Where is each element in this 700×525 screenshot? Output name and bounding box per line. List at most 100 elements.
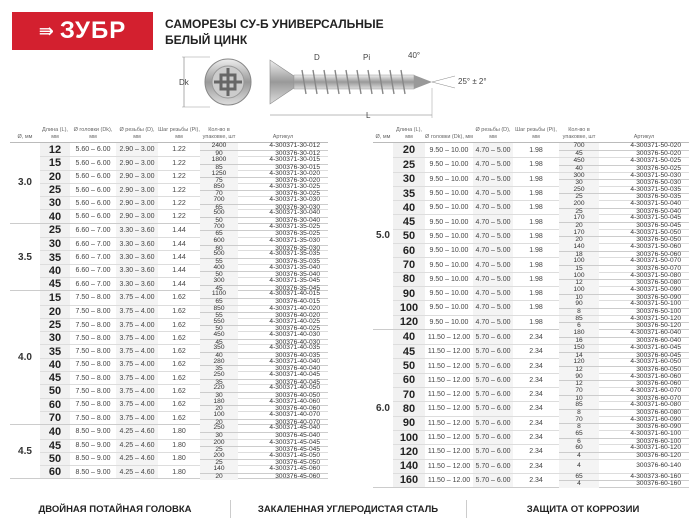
pack-line: 200 4-300371-45-045 <box>200 439 328 448</box>
thread-diameter-cell: 3.75 – 4.00 <box>116 318 158 332</box>
pack-quantity: 20 <box>200 419 238 427</box>
pack-line: 16 300376-60-040 <box>559 336 689 345</box>
table-row: 45 8.50 – 9.00 4.25 – 4.60 1.80 200 4-300… <box>40 438 328 454</box>
pitch-cell: 2.34 <box>529 376 543 384</box>
pack-quantity: 10 <box>559 395 599 403</box>
length-cell: 20 <box>40 170 70 183</box>
logo-text: ЗУБР <box>59 17 127 44</box>
table-row: 30 6.60 – 7.00 3.30 – 3.60 1.44 600 4-300… <box>40 237 328 253</box>
article-number: 4-300371-50-070 <box>630 257 681 265</box>
pack-line: 150 4-300371-60-045 <box>559 345 689 353</box>
table-row: 35 6.60 – 7.00 3.30 – 3.60 1.44 500 4-300… <box>40 250 328 266</box>
pitch-cell: 2.34 <box>529 419 543 427</box>
head-diameter-cell: 11.50 – 12.00 <box>427 434 471 442</box>
head-diameter-cell: 6.60 – 7.00 <box>75 240 111 248</box>
table-row: 60 8.50 – 9.00 4.25 – 4.60 1.80 140 4-300… <box>40 465 328 481</box>
head-diameter-cell: 11.50 – 12.00 <box>427 376 471 384</box>
article-number: 300376-30-025 <box>275 190 320 198</box>
head-diameter-cell: 6.60 – 7.00 <box>75 280 111 288</box>
pack-line: 250 4-300371-50-035 <box>559 186 689 195</box>
pack-line: 170 4-300371-50-045 <box>559 215 689 224</box>
table-row: 90 11.50 – 12.00 5.70 – 6.00 2.34 70 4-30… <box>393 415 689 431</box>
pack-quantity: 25 <box>559 194 599 202</box>
pack-line: 140 4-300371-45-060 <box>200 466 328 474</box>
pack-quantity: 85 <box>200 164 238 172</box>
pack-line: 200 4-300371-45-050 <box>200 452 328 461</box>
pack-line: 140 4-300371-50-060 <box>559 243 689 252</box>
length-cell: 90 <box>393 286 425 301</box>
length-cell: 30 <box>393 172 425 186</box>
table-row: 100 9.50 – 10.00 4.70 – 5.00 1.98 90 4-30… <box>393 300 689 316</box>
pack-quantity: 70 <box>559 387 599 395</box>
spec-table-right: Ø, мм Длина (L), мм Ø головки (Dk), мм Ø ре… <box>373 124 689 489</box>
thread-diameter-cell: 4.70 – 5.00 <box>473 315 513 329</box>
article-number: 4-300371-50-025 <box>630 157 681 165</box>
diameter-group: 3.0 12 5.60 – 6.00 2.90 – 3.00 1.22 2400… <box>10 142 328 225</box>
article-number: 4-300371-30-025 <box>269 182 320 190</box>
pack-quantity: 25 <box>200 447 238 454</box>
table-row: 20 9.50 – 10.00 4.70 – 5.00 1.98 700 4-30… <box>393 142 689 158</box>
length-cell: 35 <box>40 345 70 358</box>
thread-diameter-cell: 4.25 – 4.60 <box>116 466 158 479</box>
head-diameter-cell: 6.60 – 7.00 <box>75 254 111 262</box>
pack-quantity: 250 <box>200 425 238 432</box>
pitch-cell: 1.62 <box>172 401 186 409</box>
article-number: 4-300371-35-035 <box>269 250 320 258</box>
pitch-cell: 1.62 <box>172 387 186 395</box>
pack-quantity: 12 <box>559 280 599 287</box>
head-diameter-cell: 11.50 – 12.00 <box>427 362 471 370</box>
pack-quantity: 40 <box>559 165 599 173</box>
pitch-cell: 2.34 <box>529 434 543 442</box>
length-label: L <box>366 111 371 120</box>
thread-diameter-cell: 5.70 – 6.00 <box>473 416 513 430</box>
article-number: 4-300371-50-080 <box>630 271 681 279</box>
table-row: 35 7.50 – 8.00 3.75 – 4.00 1.62 350 4-300… <box>40 344 328 360</box>
pack-quantity: 100 <box>559 272 599 280</box>
pack-quantity: 85 <box>559 315 599 323</box>
pitch-cell: 1.62 <box>172 374 186 382</box>
head-diameter-cell: 9.50 – 10.00 <box>429 175 469 183</box>
header-qty: Кол-во в упаковке, шт <box>202 127 236 140</box>
screw-diagram: Dk L D Pi 40° 25° ± 2° <box>179 51 487 120</box>
table-row: 25 9.50 – 10.00 4.70 – 5.00 1.98 450 4-30… <box>393 157 689 173</box>
length-cell: 15 <box>40 157 70 170</box>
article-number: 4-300371-30-020 <box>269 169 320 177</box>
header-pi: Шаг резьбы (Pi), мм <box>158 127 200 140</box>
article-number: 4-300371-60-080 <box>630 401 681 409</box>
thread-diameter-label: D <box>314 53 320 62</box>
thread-diameter-cell: 5.70 – 6.00 <box>473 402 513 416</box>
head-diameter-cell: 9.50 – 10.00 <box>429 190 469 198</box>
length-cell: 60 <box>40 398 70 411</box>
thread-diameter-cell: 3.30 – 3.60 <box>116 277 158 291</box>
spec-table-left: Ø, мм Длина (L), мм Ø головки (Dk), мм Ø ре… <box>10 124 328 481</box>
pack-quantity: 8 <box>559 424 599 431</box>
table-row: 70 11.50 – 12.00 5.70 – 6.00 2.34 70 4-30… <box>393 387 689 403</box>
table-row: 50 11.50 – 12.00 5.70 – 6.00 2.34 120 4-3… <box>393 358 689 374</box>
pack-quantity: 170 <box>559 229 599 237</box>
pitch-cell: 1.80 <box>172 468 186 476</box>
thread-diameter-cell: 2.90 – 3.00 <box>116 183 158 197</box>
length-cell: 100 <box>393 301 425 315</box>
pack-quantity: 150 <box>559 345 599 352</box>
head-diameter-cell: 11.50 – 12.00 <box>427 333 471 341</box>
pack-line: 35 300376-40-040 <box>200 366 328 373</box>
header-len: Длина (L), мм <box>42 127 68 140</box>
pack-line: 20 300376-50-050 <box>559 237 689 244</box>
pack-quantity: 85 <box>559 402 599 409</box>
pack-quantity: 300 <box>200 277 238 285</box>
head-diameter-cell: 9.50 – 10.00 <box>429 232 469 240</box>
pack-quantity: 70 <box>559 416 599 424</box>
pitch-cell: 1.80 <box>172 442 186 450</box>
pack-quantity: 65 <box>559 473 599 481</box>
length-cell: 80 <box>393 272 425 286</box>
table-row: 90 9.50 – 10.00 4.70 – 5.00 1.98 100 4-30… <box>393 285 689 302</box>
pack-quantity: 65 <box>559 430 599 438</box>
article-number: 300376-60-060 <box>636 380 681 388</box>
head-diameter-cell: 5.60 – 6.00 <box>75 213 111 221</box>
article-number: 4-300371-40-030 <box>269 331 320 339</box>
thread-diameter-cell: 4.70 – 5.00 <box>473 186 513 201</box>
head-diameter-cell: 8.50 – 9.00 <box>75 442 111 450</box>
article-number: 300376-50-100 <box>636 307 681 315</box>
article-number: 300376-60-040 <box>636 336 681 344</box>
pack-quantity: 300 <box>559 172 599 180</box>
